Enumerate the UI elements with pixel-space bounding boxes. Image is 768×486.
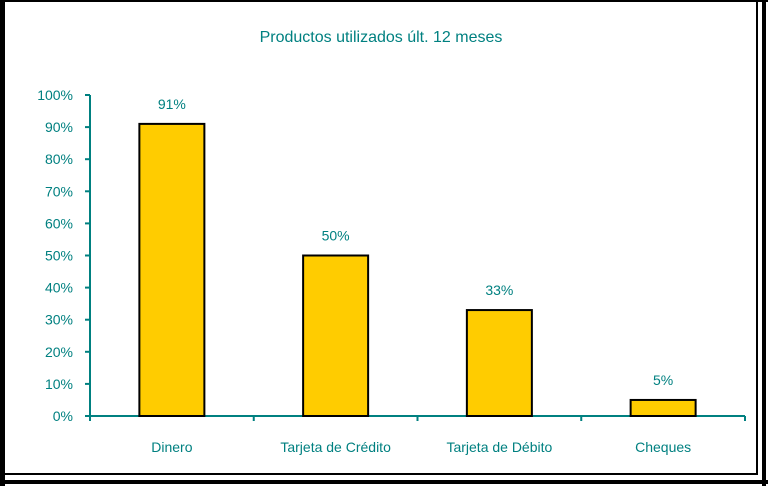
chart-frame-inner (5, 2, 758, 475)
y-tick-label: 50% (45, 248, 73, 264)
data-label: 50% (322, 228, 350, 244)
data-label: 33% (485, 282, 513, 298)
y-tick-label: 80% (45, 151, 73, 167)
y-tick-label: 20% (45, 344, 73, 360)
bar (302, 254, 370, 417)
x-tick-label: Tarjeta de Débito (446, 439, 552, 455)
x-tick-label: Dinero (151, 439, 192, 455)
data-label: 91% (158, 96, 186, 112)
bar (138, 122, 206, 417)
chart-frame-bottom (0, 480, 768, 484)
data-label: 5% (653, 372, 673, 388)
y-tick-label: 70% (45, 183, 73, 199)
y-tick-label: 60% (45, 215, 73, 231)
x-tick-label: Cheques (635, 439, 691, 455)
bar (465, 309, 533, 418)
y-tick-label: 100% (37, 87, 73, 103)
y-tick-label: 40% (45, 280, 73, 296)
chart-title: Productos utilizados últ. 12 meses (260, 29, 503, 46)
x-tick-label: Tarjeta de Crédito (280, 439, 391, 455)
y-tick-label: 30% (45, 312, 73, 328)
bar (629, 398, 697, 418)
y-tick-label: 90% (45, 119, 73, 135)
chart-frame-right (762, 0, 766, 486)
y-tick-label: 10% (45, 376, 73, 392)
y-tick-label: 0% (53, 408, 73, 424)
